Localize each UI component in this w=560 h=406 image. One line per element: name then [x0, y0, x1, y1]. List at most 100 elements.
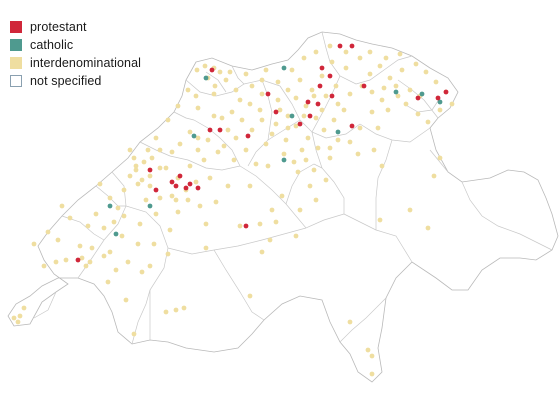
- location-dot-protestant: [245, 133, 251, 139]
- location-dot-interdenominational: [249, 127, 255, 133]
- location-dot-interdenominational: [211, 91, 217, 97]
- location-dot-interdenominational: [202, 63, 208, 69]
- location-dot-interdenominational: [371, 147, 377, 153]
- location-dot-interdenominational: [399, 67, 405, 73]
- location-dot-interdenominational: [147, 173, 153, 179]
- location-dot-interdenominational: [367, 71, 373, 77]
- location-dot-interdenominational: [207, 175, 213, 181]
- location-dot-interdenominational: [379, 97, 385, 103]
- location-dot-catholic: [107, 203, 113, 209]
- legend-item-interdenominational: interdenominational: [10, 54, 141, 72]
- location-dot-interdenominational: [323, 177, 329, 183]
- location-dot-interdenominational: [215, 149, 221, 155]
- location-dot-protestant: [209, 67, 215, 73]
- location-dot-interdenominational: [41, 263, 47, 269]
- location-dot-interdenominational: [285, 113, 291, 119]
- location-dot-interdenominational: [97, 181, 103, 187]
- location-dot-interdenominational: [253, 161, 259, 167]
- location-dot-interdenominational: [355, 151, 361, 157]
- location-dot-interdenominational: [21, 305, 27, 311]
- location-dot-catholic: [281, 65, 287, 71]
- location-dot-interdenominational: [193, 179, 199, 185]
- location-dot-interdenominational: [293, 95, 299, 101]
- location-dot-interdenominational: [303, 157, 309, 163]
- location-dot-interdenominational: [303, 103, 309, 109]
- location-dot-interdenominational: [175, 103, 181, 109]
- location-dot-interdenominational: [87, 259, 93, 265]
- location-dot-interdenominational: [341, 107, 347, 113]
- location-dot-interdenominational: [121, 187, 127, 193]
- location-dot-interdenominational: [449, 101, 455, 107]
- location-dot-interdenominational: [205, 137, 211, 143]
- location-dot-protestant: [349, 123, 355, 129]
- location-dot-interdenominational: [93, 211, 99, 217]
- location-dot-interdenominational: [257, 221, 263, 227]
- location-dot-interdenominational: [347, 91, 353, 97]
- location-dot-interdenominational: [293, 233, 299, 239]
- location-dot-interdenominational: [133, 163, 139, 169]
- location-dot-interdenominational: [141, 159, 147, 165]
- location-dot-interdenominational: [181, 305, 187, 311]
- location-dot-catholic: [437, 99, 443, 105]
- location-dot-interdenominational: [151, 241, 157, 247]
- location-dot-interdenominational: [273, 121, 279, 127]
- location-dot-interdenominational: [231, 157, 237, 163]
- country-outline: [7, 31, 559, 383]
- location-dot-interdenominational: [31, 241, 37, 247]
- location-dot-interdenominational: [369, 353, 375, 359]
- location-dot-interdenominational: [315, 145, 321, 151]
- location-dot-interdenominational: [101, 253, 107, 259]
- location-dot-interdenominational: [259, 249, 265, 255]
- location-dot-interdenominational: [247, 101, 253, 107]
- location-dot-protestant: [415, 95, 421, 101]
- location-dot-interdenominational: [195, 147, 201, 153]
- location-dot-interdenominational: [127, 147, 133, 153]
- location-dot-protestant: [153, 187, 159, 193]
- location-dot-interdenominational: [135, 241, 141, 247]
- location-dot-interdenominational: [311, 167, 317, 173]
- location-dot-interdenominational: [395, 93, 401, 99]
- location-dot-interdenominational: [237, 223, 243, 229]
- location-dot-interdenominational: [194, 67, 200, 73]
- location-dot-interdenominational: [433, 79, 439, 85]
- location-dot-interdenominational: [263, 67, 269, 73]
- location-dot-protestant: [297, 121, 303, 127]
- location-dot-interdenominational: [321, 127, 327, 133]
- location-dot-interdenominational: [259, 91, 265, 97]
- location-dot-interdenominational: [223, 77, 229, 83]
- location-dot-interdenominational: [297, 207, 303, 213]
- swatch-catholic: [10, 39, 22, 51]
- location-dot-interdenominational: [173, 307, 179, 313]
- location-dot-interdenominational: [67, 215, 73, 221]
- location-dot-interdenominational: [125, 259, 131, 265]
- location-dot-protestant: [273, 109, 279, 115]
- location-dot-interdenominational: [323, 93, 329, 99]
- location-dot-protestant: [327, 73, 333, 79]
- location-dot-interdenominational: [107, 195, 113, 201]
- location-dot-catholic: [203, 75, 209, 81]
- location-dot-interdenominational: [153, 211, 159, 217]
- location-dot-interdenominational: [275, 97, 281, 103]
- location-dot-interdenominational: [173, 197, 179, 203]
- location-dot-protestant: [183, 185, 189, 191]
- location-dot-interdenominational: [243, 71, 249, 77]
- location-dot-interdenominational: [225, 127, 231, 133]
- location-dot-interdenominational: [343, 65, 349, 71]
- location-dot-interdenominational: [203, 245, 209, 251]
- location-dot-interdenominational: [229, 109, 235, 115]
- location-dot-interdenominational: [139, 177, 145, 183]
- location-dot-interdenominational: [269, 131, 275, 137]
- location-dot-interdenominational: [369, 371, 375, 377]
- location-dot-protestant: [305, 99, 311, 105]
- location-dot-protestant: [361, 83, 367, 89]
- location-dot-interdenominational: [233, 135, 239, 141]
- location-dot-interdenominational: [139, 269, 145, 275]
- location-dot-interdenominational: [329, 59, 335, 65]
- location-dot-catholic: [419, 91, 425, 97]
- location-dot-protestant: [317, 83, 323, 89]
- location-dot-interdenominational: [185, 87, 191, 93]
- location-dot-interdenominational: [177, 141, 183, 147]
- location-dot-interdenominational: [185, 197, 191, 203]
- location-dot-catholic: [289, 113, 295, 119]
